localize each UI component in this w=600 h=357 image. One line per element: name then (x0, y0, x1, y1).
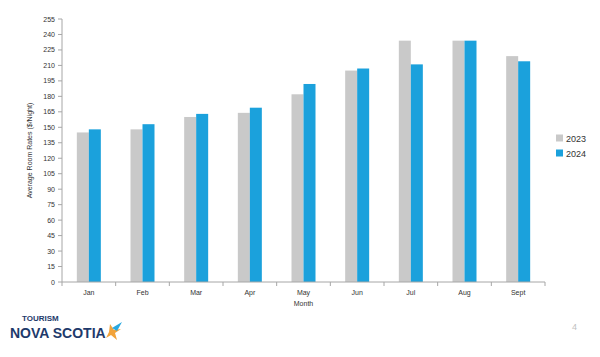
bar (345, 71, 357, 282)
y-tick (58, 235, 62, 236)
y-tick-label: 225 (43, 46, 55, 53)
y-tick (58, 65, 62, 66)
y-tick-label: 60 (47, 217, 55, 224)
y-tick (58, 111, 62, 112)
y-tick (58, 158, 62, 159)
bar (304, 84, 316, 282)
bar (506, 56, 518, 282)
y-tick (58, 49, 62, 50)
y-axis-label: Average Room Rates ($/Night) (26, 103, 34, 199)
bar (357, 69, 369, 282)
x-tick-label: Mar (190, 289, 203, 296)
logo-bottom: NOVA SCOTIA (10, 325, 106, 341)
x-tick (223, 282, 224, 286)
x-tick (115, 282, 116, 286)
x-axis (62, 282, 545, 283)
y-tick-label: 240 (43, 31, 55, 38)
y-tick-label: 90 (47, 186, 55, 193)
y-tick-label: 0 (51, 279, 55, 286)
x-tick (437, 282, 438, 286)
y-tick-label: 120 (43, 155, 55, 162)
y-tick-label: 255 (43, 16, 55, 23)
x-tick (169, 282, 170, 286)
y-tick-label: 105 (43, 170, 55, 177)
bar (518, 61, 530, 282)
bar (196, 114, 208, 282)
x-tick-label: Jun (352, 289, 363, 296)
y-tick (58, 220, 62, 221)
x-tick (545, 282, 546, 286)
x-tick-label: Jan (83, 289, 94, 296)
y-tick-label: 30 (47, 248, 55, 255)
legend-swatch (556, 150, 563, 157)
x-tick-label: Apr (244, 289, 256, 297)
bars (77, 41, 530, 282)
x-tick-label: Aug (458, 289, 471, 297)
x-tick-label: Jul (406, 289, 415, 296)
chart-container: 0 15 30 45 60 75 90 105 120 135 150 165 180 195 210 225… (0, 0, 600, 357)
y-tick-label: 195 (43, 77, 55, 84)
y-tick (58, 80, 62, 81)
legend-label: 2024 (566, 149, 586, 159)
x-tick (276, 282, 277, 286)
y-tick (58, 96, 62, 97)
bar (89, 129, 101, 282)
x-tick (62, 282, 63, 286)
y-tick (58, 173, 62, 174)
y-tick-label: 210 (43, 62, 55, 69)
y-axis (62, 19, 63, 282)
bar (131, 129, 143, 282)
bar (77, 132, 89, 282)
legend-swatch (556, 135, 563, 142)
y-tick-label: 165 (43, 108, 55, 115)
logo-top: TOURISM (22, 314, 59, 323)
y-tick (58, 34, 62, 35)
y-tick-label: 15 (47, 263, 55, 270)
y-tick (58, 189, 62, 190)
bar (292, 94, 304, 282)
y-tick (58, 266, 62, 267)
bar (184, 117, 196, 282)
x-tick-label: Sept (511, 289, 525, 297)
x-tick (491, 282, 492, 286)
bar (250, 108, 262, 282)
y-tick (58, 204, 62, 205)
x-tick (384, 282, 385, 286)
y-tick (58, 142, 62, 143)
bar (143, 124, 155, 282)
chart-svg: 0 15 30 45 60 75 90 105 120 135 150 165 180 195 210 225… (0, 0, 600, 357)
legend-label: 2023 (566, 134, 586, 144)
y-tick (58, 127, 62, 128)
page-number: 4 (572, 322, 577, 332)
y-tick (58, 19, 62, 20)
y-tick-label: 150 (43, 124, 55, 131)
logo-accent (112, 322, 122, 331)
x-axis-label: Month (294, 300, 314, 307)
y-tick (58, 282, 62, 283)
y-tick-label: 75 (47, 201, 55, 208)
y-tick-label: 180 (43, 93, 55, 100)
bar (399, 41, 411, 282)
x-tick-label: Feb (136, 289, 148, 296)
bar (411, 64, 423, 282)
x-tick-label: May (297, 289, 311, 297)
y-tick-label: 45 (47, 232, 55, 239)
y-tick (58, 251, 62, 252)
y-tick-label: 135 (43, 139, 55, 146)
bar (453, 41, 465, 282)
x-tick (330, 282, 331, 286)
bar (465, 41, 477, 282)
bar (238, 113, 250, 282)
